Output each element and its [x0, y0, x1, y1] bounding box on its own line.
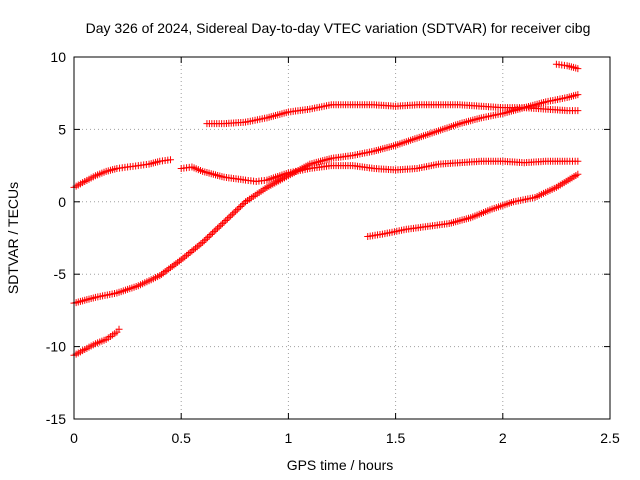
data-point	[213, 224, 221, 232]
data-point	[184, 250, 192, 258]
chart-title: Day 326 of 2024, Sidereal Day-to-day VTE…	[86, 20, 591, 36]
data-point	[240, 199, 248, 207]
data-point	[170, 261, 178, 269]
data-point	[215, 223, 223, 231]
series-track-a	[70, 156, 174, 191]
y-tick-label: 10	[50, 49, 66, 65]
data-point	[172, 260, 180, 268]
data-point	[191, 244, 199, 252]
data-point	[156, 272, 164, 280]
data-point	[188, 247, 196, 255]
data-point	[166, 264, 174, 272]
data-point	[202, 235, 210, 243]
y-tick-label: 5	[58, 121, 66, 137]
data-point	[574, 65, 582, 73]
data-point	[228, 210, 236, 218]
data-point	[197, 240, 205, 248]
data-point	[238, 201, 246, 209]
data-point	[158, 270, 166, 278]
data-point	[574, 107, 582, 115]
data-point	[220, 218, 228, 226]
data-point	[232, 207, 240, 215]
data-point	[183, 251, 191, 259]
data-point	[223, 215, 231, 223]
y-axis-label: SDTVAR / TECUs	[5, 182, 21, 294]
data-point	[574, 170, 582, 178]
data-point	[204, 234, 212, 242]
data-point	[207, 231, 215, 239]
data-marks	[70, 60, 582, 359]
axis-ticks	[73, 56, 611, 420]
series-track-e	[203, 101, 582, 128]
data-point	[217, 221, 225, 229]
y-tick-label: -5	[54, 266, 67, 282]
y-tick-label: 0	[58, 194, 66, 210]
x-axis-label: GPS time / hours	[287, 457, 394, 473]
axis-tick-labels: 0 0.5 1 1.5 2 2.5 -15 -10 -5 0 5 10	[46, 49, 620, 446]
data-point	[177, 256, 185, 264]
data-point	[233, 206, 241, 214]
data-point	[179, 254, 187, 262]
x-tick-label: 1	[285, 430, 293, 446]
data-point	[225, 213, 233, 221]
data-point	[115, 325, 123, 333]
data-point	[227, 212, 235, 220]
x-tick-label: 0	[70, 430, 78, 446]
data-point	[205, 232, 213, 240]
y-tick-label: -15	[46, 411, 66, 427]
x-tick-label: 2.5	[600, 430, 620, 446]
x-tick-label: 1.5	[386, 430, 406, 446]
data-point	[212, 226, 220, 234]
data-point	[161, 268, 169, 276]
data-point	[175, 257, 183, 265]
data-point	[193, 243, 201, 251]
data-point	[168, 262, 176, 270]
data-point	[186, 248, 194, 256]
x-tick-label: 2	[499, 430, 507, 446]
x-tick-label: 0.5	[171, 430, 191, 446]
data-point	[200, 237, 208, 245]
data-point	[166, 156, 174, 164]
data-point	[230, 209, 238, 217]
data-point	[163, 266, 171, 274]
data-point	[199, 238, 207, 246]
series-track-c	[70, 325, 123, 359]
data-point	[209, 229, 217, 237]
series-track-f	[364, 170, 582, 241]
data-point	[174, 258, 182, 266]
y-tick-label: -10	[46, 339, 66, 355]
data-point	[235, 204, 243, 212]
series-track-g	[552, 60, 582, 73]
grid-lines	[74, 57, 610, 419]
data-point	[574, 91, 582, 99]
data-point	[574, 157, 582, 165]
data-point	[222, 217, 230, 225]
data-point	[210, 227, 218, 235]
series-track-d	[177, 157, 582, 186]
data-point	[195, 241, 203, 249]
data-point	[159, 269, 167, 277]
plot-frame	[73, 56, 611, 420]
data-point	[237, 202, 245, 210]
series-track-b	[70, 91, 582, 307]
data-point	[190, 246, 198, 254]
data-point	[181, 253, 189, 261]
data-point	[165, 265, 173, 273]
data-point	[218, 220, 226, 228]
